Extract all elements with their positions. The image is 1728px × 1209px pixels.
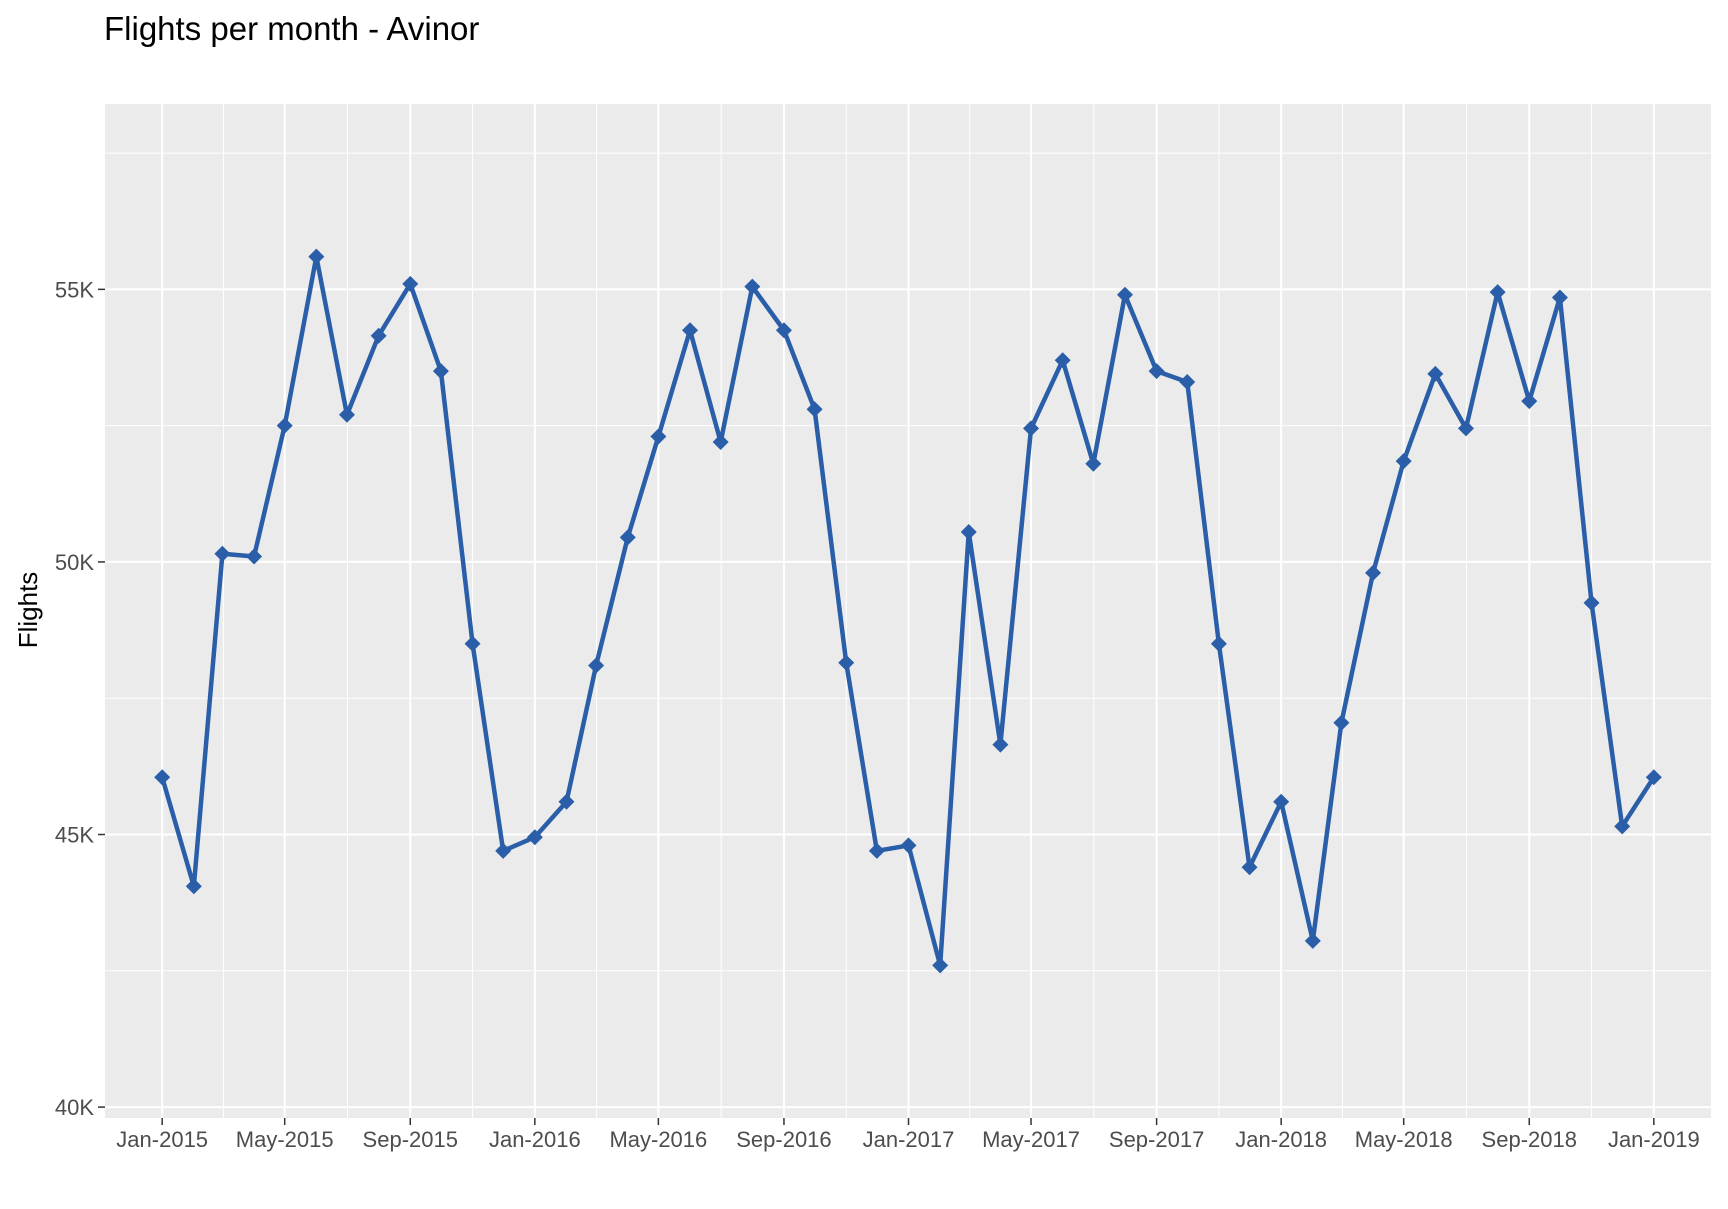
x-tick-label: Sep-2018 [1482,1127,1577,1152]
x-axis-labels: Jan-2015 May-2015 Sep-2015 Jan-2016 May-2016… [116,1127,1699,1152]
y-tick-label: 45K [55,823,94,848]
series-layer [154,248,1662,974]
data-point [338,406,355,423]
x-tick-label: Sep-2017 [1109,1127,1204,1152]
data-point [932,957,949,974]
data-point [558,793,575,810]
data-point [1333,714,1350,731]
data-point [1551,289,1568,306]
data-point [1179,374,1196,391]
data-point [806,401,823,418]
data-point [185,878,202,895]
data-point [712,434,729,450]
x-tick-label: Sep-2015 [363,1127,458,1152]
data-point [868,842,885,859]
x-tick-label: Jan-2018 [1235,1127,1327,1152]
data-point [900,837,917,854]
minor-gridlines [105,104,1711,1118]
y-tick-label: 55K [55,277,94,302]
x-tick-label: May-2015 [236,1127,334,1152]
data-point [744,278,761,295]
data-point [775,322,792,339]
major-gridlines [105,104,1711,1118]
data-point [246,548,263,565]
data-point [1583,594,1600,611]
data-point [214,545,231,562]
data-point [588,657,605,674]
axis-ticks [98,288,1655,1125]
x-tick-label: Jan-2015 [116,1127,208,1152]
data-point [960,523,977,540]
data-point [1273,793,1290,810]
data-point [1116,286,1133,303]
y-tick-label: 40K [55,1095,94,1120]
data-point [526,829,543,846]
data-point [1054,352,1071,369]
x-tick-label: Jan-2016 [489,1127,581,1152]
data-point [650,428,667,445]
x-tick-label: Jan-2017 [863,1127,955,1152]
x-tick-label: May-2018 [1355,1127,1453,1152]
data-point [276,417,293,434]
data-point [495,842,512,859]
data-point [838,654,855,671]
data-point [1210,635,1227,652]
data-point [1023,420,1040,437]
y-axis-labels: 40K 45K 50K 55K [55,277,94,1120]
chart-title: Flights per month - Avinor [104,10,480,47]
data-point [308,248,325,265]
data-point [402,275,419,292]
x-tick-label: Jan-2019 [1608,1127,1700,1152]
data-point [1521,393,1538,410]
data-point [1489,284,1506,301]
y-axis-title: Flights [13,572,43,649]
data-point [1457,420,1474,437]
data-point [1614,818,1631,835]
y-tick-label: 50K [55,550,94,575]
data-point [464,635,481,652]
data-point [1645,769,1662,786]
data-point [1241,859,1258,876]
data-point [1395,453,1412,470]
x-tick-label: Sep-2016 [736,1127,831,1152]
data-point [1304,932,1321,949]
data-point [1085,455,1102,472]
x-tick-label: May-2017 [982,1127,1080,1152]
data-point [619,529,636,546]
data-point [682,322,699,339]
data-point [1148,363,1165,380]
data-point [992,736,1009,753]
data-point [1365,564,1382,581]
data-point [432,363,449,380]
data-point [1427,365,1444,382]
data-point [370,327,387,344]
data-point [154,769,171,786]
x-tick-label: May-2016 [609,1127,707,1152]
